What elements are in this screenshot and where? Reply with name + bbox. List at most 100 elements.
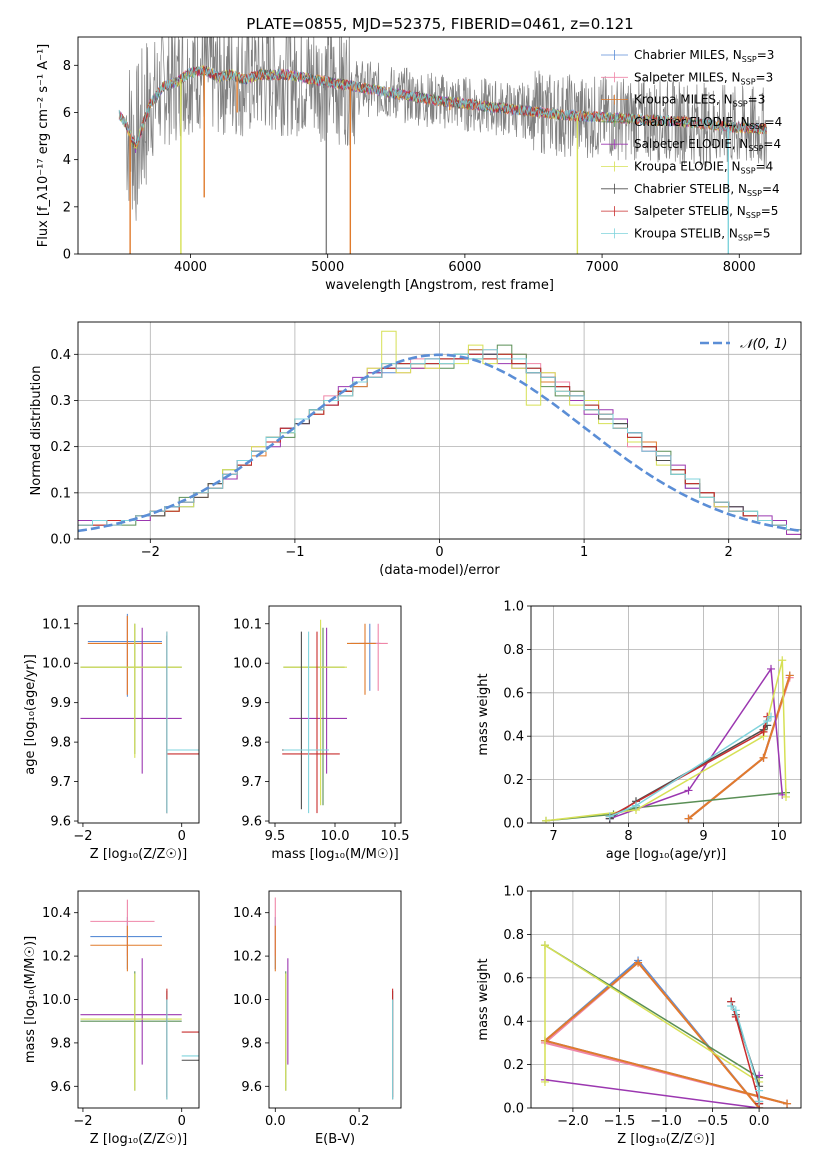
legend-label-tail: =3 [757,48,775,62]
residuals-xtick-label: −1 [285,545,304,560]
weight_vs_age-ytick-label: 0.8 [503,643,524,658]
figure-title: PLATE=0855, MJD=52375, FIBERID=0461, z=0… [246,15,633,33]
weight_vs_age-ytick-label: 0.4 [503,730,524,745]
weight-point-kroupa-stelib [731,1006,740,1015]
age_vs_Z-ytick-label: 9.9 [50,696,71,711]
residuals-ytick-label: 0.1 [50,486,71,501]
weight-point-kroupa-stelib [755,1097,764,1106]
legend-label-text: Chabrier ELODIE, N [634,115,750,129]
legend-label-text: Kroupa MILES, N [634,93,733,107]
mass_vs_ebv-xlabel: E(B-V) [315,1132,355,1147]
age_vs_mass-ytick-label: 9.6 [241,815,262,830]
age_vs_mass-ytick-label: 10.0 [233,657,262,672]
weight_vs_Z-ytick-label: 0.8 [503,928,524,943]
legend-label-tail: =4 [756,160,774,174]
residuals-xtick-label: 2 [725,545,733,560]
age_vs_Z-ylabel: age [log₁₀(age/yr)] [23,654,38,775]
weight_vs_age-ytick-label: 0.0 [503,817,524,832]
weight_vs_Z-frame [530,890,802,1109]
age_vs_Z-ytick-label: 10.1 [42,617,71,632]
mass_vs_ebv-plot [274,897,394,1100]
spectrum-ytick-label: 4 [63,153,71,168]
residuals-xtick-label: 1 [580,545,588,560]
mass_vs_Z-ytick-label: 10.4 [42,906,71,921]
mass_vs_ebv-ytick-label: 9.8 [241,1036,262,1051]
legend-label-text: Salpeter MILES, N [634,70,741,84]
age_vs_Z-xlabel: Z [log₁₀(Z/Z☉)] [90,847,187,862]
residuals-ytick-label: 0.0 [50,533,71,548]
residuals-ylabel: Normed distribution [29,366,44,496]
weight_vs_Z-ytick-label: 0.0 [503,1102,524,1117]
spectrum-ytick-label: 8 [63,59,71,74]
weight_vs_age-xtick-label: 10 [770,829,787,844]
residuals-ytick-label: 0.3 [50,394,71,409]
spectrum-xtick-label: 4000 [174,260,207,275]
weight-point-kroupa-stelib [632,801,640,810]
residuals-ytick-label: 0.4 [50,348,71,363]
weight-line-salpeter-elodie [609,666,784,820]
weight-point-salpeter-stelib [759,727,768,736]
weight_vs_Z-plot [540,941,792,1108]
age_vs_Z-ytick-label: 10.0 [42,657,71,672]
mass_vs_ebv-ytick-label: 10.2 [233,950,262,965]
weight-point-kroupa-miles [759,753,768,762]
weight_vs_Z-ytick-label: 1.0 [503,885,524,900]
mass_vs_Z-ytick-label: 10.0 [42,993,71,1008]
weight-line-kroupa-stelib [609,716,772,818]
legend-label: Kroupa STELIB, NSSP=5 [634,226,771,242]
weight_vs_age-xtick-label: 7 [549,829,557,844]
legend-label-tail: =5 [753,226,771,240]
legend-label-tail: =3 [756,70,774,84]
legend-label: Salpeter MILES, NSSP=3 [634,70,773,86]
model-spectrum-kroupa-stelib [118,65,767,146]
mass_vs_Z-xtick-label: −2 [73,1114,92,1129]
model-spectrum-salpeter-stelib [118,65,767,148]
legend-label: 𝒩(0, 1) [740,337,787,352]
weight_vs_age-plot [542,656,794,823]
legend-label-text: Chabrier MILES, N [634,48,742,62]
age_vs_Z-ytick-label: 9.8 [50,736,71,751]
legend-label-text: Salpeter STELIB, N [634,204,746,218]
age_vs_mass-ytick-label: 9.8 [241,736,262,751]
mass_vs_Z-ytick-label: 10.2 [42,950,71,965]
weight-point-kroupa-elodie [540,941,549,950]
mass_vs_ebv-axes: 0.0 0.2 9.6 9.8 10.0 10.2 10.4 E(B-V) [233,890,402,1147]
mass_vs_ebv-frame [268,890,402,1109]
residuals-xtick-label: −2 [141,545,160,560]
age_vs_mass-xtick-label: 10.0 [321,829,350,844]
legend-label-sub: SSP [747,189,762,198]
mass_vs_Z-ytick-label: 9.8 [50,1036,71,1051]
legend-label-tail: =4 [765,115,783,129]
weight_vs_age-axes: 7 8 9 10 0.0 0.2 0.4 0.6 0.8 1.0 age [log₁₀(age/yr… [476,600,802,862]
legend-label-sub: SSP [738,233,753,242]
mass_vs_ebv-xtick-label: 0.2 [349,1114,370,1129]
legend-label-sub: SSP [746,211,761,220]
legend-label-sub: SSP [741,167,756,176]
weight-line-kroupa-stelib [730,1005,760,1102]
residuals-frame [77,321,802,540]
weight_vs_age-frame [530,605,802,824]
age_vs_Z-plot [80,613,199,814]
histogram-kroupa-stelib [78,349,801,531]
legend-label: Salpeter STELIB, NSSP=5 [634,204,778,220]
age_vs_mass-axes: 9.5 10.0 10.5 9.6 9.7 9.8 9.9 10.0 10.1 mass [log… [233,605,409,862]
weight-line-chabrier-elodie [544,944,760,1104]
spectrum-plot [118,37,767,254]
weight_vs_Z-ytick-label: 0.4 [503,1015,524,1030]
weight-point-kroupa-miles [684,814,693,823]
weight-point-kroupa-elodie [778,656,787,665]
mass_vs_ebv-ytick-label: 9.6 [241,1080,262,1095]
age_vs_mass-frame [268,605,402,824]
legend-label-sub: SSP [741,77,756,86]
weight_vs_Z-xlabel: Z [log₁₀(Z/Z☉)] [617,1132,714,1147]
weight_vs_Z-xtick-label: −1.5 [604,1114,636,1129]
weight_vs_Z-ytick-label: 0.6 [503,971,524,986]
spectrum-ytick-label: 2 [63,200,71,215]
spectrum-axes: 4000 5000 6000 7000 8000 0 2 4 6 8 wavelength [Ang… [36,36,802,293]
legend-label-sub: SSP [750,122,765,131]
weight-point-kroupa-elodie [540,1077,549,1086]
mass_vs_Z-ylabel: mass [log₁₀(M/M☉)] [23,936,38,1063]
residuals-ytick-label: 0.2 [50,440,71,455]
weight-line-salpeter-elodie [544,1075,760,1108]
age_vs_Z-xtick-label: 0 [178,829,186,844]
